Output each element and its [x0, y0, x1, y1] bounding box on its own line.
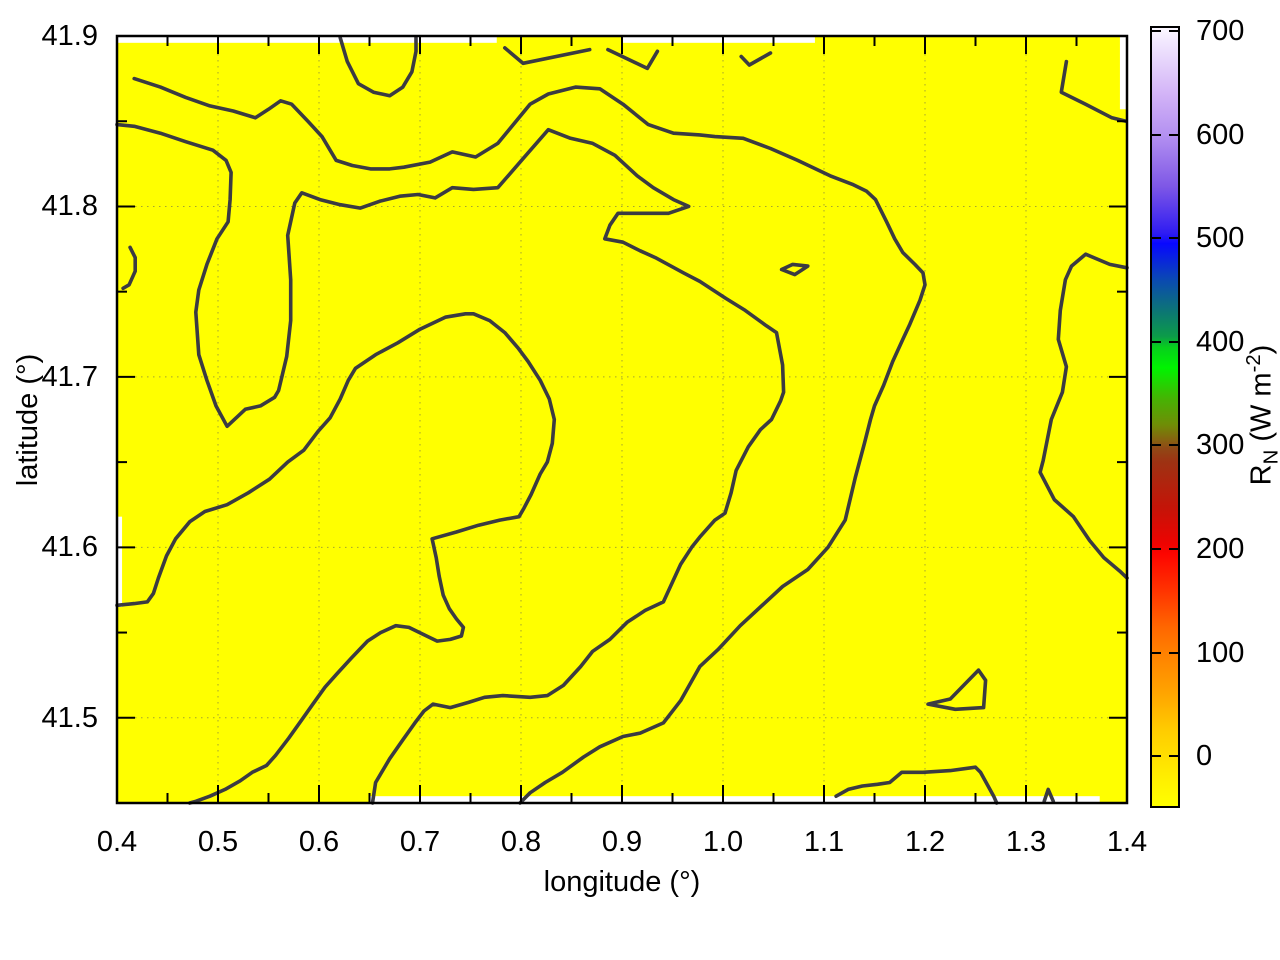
- colorbar-tick-label: 200: [1196, 533, 1245, 566]
- y-tick-label: 41.8: [41, 190, 98, 223]
- contour-line: [115, 311, 557, 805]
- contour-line: [606, 47, 660, 71]
- x-axis-title: longitude (°): [543, 866, 701, 898]
- colorbar-tick: [1169, 133, 1178, 136]
- colorbar-tick: [1152, 340, 1161, 343]
- no-data-gap: [117, 516, 123, 607]
- colorbar-tick-label: 0: [1196, 740, 1213, 773]
- colorbar-tick: [1152, 548, 1161, 551]
- colorbar-tick: [1169, 548, 1178, 551]
- x-tick-label: 0.9: [601, 826, 643, 858]
- x-tick-label: 1.0: [702, 826, 744, 858]
- colorbar-tick-label: 500: [1196, 222, 1245, 255]
- colorbar-title-sub: N: [1260, 450, 1280, 465]
- colorbar-title-base: R: [1245, 464, 1278, 486]
- x-tick-label: 0.8: [500, 826, 542, 858]
- y-tick-label: 41.9: [41, 20, 98, 52]
- colorbar-tick: [1152, 444, 1161, 447]
- contour-line: [115, 122, 786, 805]
- y-tick-label: 41.7: [41, 360, 98, 393]
- no-data-gap: [1119, 36, 1127, 110]
- x-tick-label: 0.5: [197, 826, 239, 858]
- contour-line: [121, 245, 137, 291]
- x-tick-label: 0.6: [298, 826, 340, 858]
- colorbar-tick: [1152, 30, 1161, 33]
- y-tick-label: 41.5: [41, 701, 98, 734]
- contour-line: [1038, 252, 1129, 580]
- no-data-gap: [368, 796, 1100, 803]
- y-axis-title: latitude (°): [12, 353, 44, 487]
- contour-line: [834, 765, 999, 805]
- colorbar-tick-label: 400: [1196, 325, 1245, 358]
- x-tick-label: 0.4: [96, 826, 138, 858]
- colorbar-tick: [1152, 651, 1161, 654]
- y-tick-label: 41.6: [41, 531, 98, 564]
- colorbar-tick-label: 600: [1196, 118, 1245, 151]
- colorbar-title: RN (W m-2): [1236, 215, 1280, 615]
- colorbar: [1150, 26, 1180, 808]
- colorbar-tick-label: 100: [1196, 636, 1245, 669]
- contour-line: [132, 76, 927, 805]
- contour-line: [338, 35, 418, 98]
- x-tick-label: 1.1: [803, 826, 845, 858]
- contour-line: [502, 46, 592, 66]
- colorbar-tick-label: 700: [1196, 15, 1245, 48]
- colorbar-tick: [1169, 651, 1178, 654]
- colorbar-tick: [1152, 755, 1161, 758]
- colorbar-title-close: ): [1245, 344, 1278, 355]
- colorbar-tick: [1169, 340, 1178, 343]
- x-tick-label: 0.7: [399, 826, 441, 858]
- colorbar-title-sup: -2: [1243, 354, 1265, 373]
- colorbar-tick: [1169, 30, 1178, 33]
- colorbar-tick: [1152, 237, 1161, 240]
- colorbar-title-mid: (W m: [1245, 372, 1278, 450]
- colorbar-tick: [1169, 755, 1178, 758]
- colorbar-tick: [1169, 237, 1178, 240]
- colorbar-tick: [1169, 444, 1178, 447]
- plot-border: [115, 34, 1129, 805]
- contour-line: [779, 262, 810, 277]
- x-tick-label: 1.2: [904, 826, 946, 858]
- x-tick-label: 1.3: [1005, 826, 1047, 858]
- contour-line: [926, 668, 988, 712]
- x-tick-label: 1.4: [1106, 826, 1148, 858]
- no-data-gap: [623, 36, 815, 43]
- no-data-gap: [117, 36, 497, 43]
- colorbar-gradient: [1152, 28, 1178, 806]
- contour-line: [1042, 787, 1056, 804]
- colorbar-tick: [1152, 133, 1161, 136]
- contour-line: [1059, 59, 1128, 123]
- colorbar-tick-label: 300: [1196, 429, 1245, 462]
- contour-line: [739, 51, 773, 67]
